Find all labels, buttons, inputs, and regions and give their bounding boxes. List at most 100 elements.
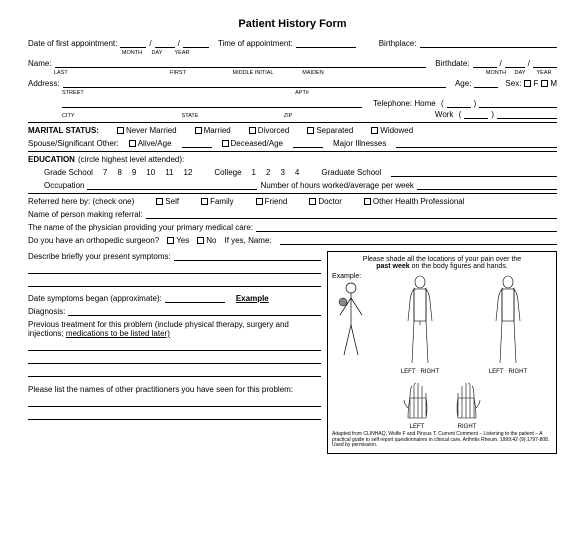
ref-doctor[interactable]: Doctor — [309, 197, 342, 206]
marital-divorced[interactable]: Divorced — [249, 126, 290, 135]
symptoms-line3[interactable] — [28, 277, 321, 287]
ortho-label: Do you have an orthopedic surgeon? — [28, 236, 159, 245]
row-diagnosis: Diagnosis: — [28, 306, 321, 316]
time-field[interactable] — [296, 38, 356, 48]
date-began-field[interactable] — [165, 293, 225, 303]
ortho-yes[interactable]: Yes — [167, 236, 189, 245]
ref-family[interactable]: Family — [201, 197, 234, 206]
physician-field[interactable] — [256, 222, 557, 232]
ref-self[interactable]: Self — [156, 197, 179, 206]
referral-name-label: Name of person making referral: — [28, 210, 143, 219]
day-sublabel: DAY — [146, 50, 168, 56]
row-date-sublabels: MONTH DAY YEAR — [28, 50, 557, 56]
date-first-appt-label: Date of first appointment: — [28, 39, 117, 48]
other-pract-line1[interactable] — [28, 397, 321, 407]
month-field[interactable] — [120, 38, 146, 48]
spouse-deceased[interactable]: Deceased/Age — [222, 139, 283, 148]
prev-treat-line2[interactable] — [28, 354, 321, 364]
prev-treat-line1[interactable] — [28, 341, 321, 351]
c3[interactable]: 3 — [280, 168, 284, 177]
ref-other[interactable]: Other Health Professional — [364, 197, 465, 206]
gradschool-field[interactable] — [391, 167, 557, 177]
marital-heading: MARITAL STATUS: — [28, 126, 99, 135]
row-address-sublabels: STREET APT# — [28, 90, 557, 96]
row-referral-name: Name of person making referral: — [28, 209, 557, 219]
city-sublabel: CITY — [62, 113, 122, 119]
g7[interactable]: 7 — [103, 168, 107, 177]
date-began-label: Date symptoms began (approximate): — [28, 294, 162, 303]
spouse-alive[interactable]: Alive/Age — [129, 139, 172, 148]
g11[interactable]: 11 — [165, 168, 173, 177]
body-back[interactable]: LEFT RIGHT — [487, 273, 529, 375]
tel-home-field[interactable] — [479, 98, 557, 108]
row-city-tel: Telephone: Home () — [28, 98, 557, 108]
year-field[interactable] — [183, 38, 209, 48]
row-grade: Grade School 7 8 9 10 11 12 College 1 2 … — [28, 167, 557, 177]
bd-month-sub: MONTH — [483, 70, 509, 76]
ortho-no[interactable]: No — [197, 236, 216, 245]
symptoms-line2[interactable] — [28, 264, 321, 274]
g12[interactable]: 12 — [184, 168, 193, 177]
last-sublabel: LAST — [54, 70, 138, 76]
referral-name-field[interactable] — [146, 209, 557, 219]
bd-day[interactable] — [505, 58, 525, 68]
mi-sublabel: MIDDLE INITIAL — [218, 70, 288, 76]
sex-label: Sex: — [505, 79, 521, 88]
row-education: EDUCATION (circle highest level attended… — [28, 151, 557, 164]
alive-age-field[interactable] — [182, 138, 212, 148]
other-pract-line2[interactable] — [28, 410, 321, 420]
occupation-field[interactable] — [87, 180, 257, 190]
first-sublabel: FIRST — [138, 70, 218, 76]
tel-home-area[interactable] — [447, 98, 471, 108]
sex-f[interactable]: F — [524, 79, 538, 88]
year-sublabel: YEAR — [168, 50, 196, 56]
g9[interactable]: 9 — [132, 168, 136, 177]
marital-widowed[interactable]: Widowed — [371, 126, 413, 135]
marital-separated[interactable]: Separated — [307, 126, 353, 135]
hand-right[interactable]: RIGHT — [446, 378, 488, 430]
marital-never[interactable]: Never Married — [117, 126, 177, 135]
city-state-zip-field[interactable] — [62, 98, 362, 108]
name-field[interactable] — [55, 58, 427, 68]
prev-treat-line3[interactable] — [28, 367, 321, 377]
sex-m[interactable]: M — [541, 79, 557, 88]
tel-work-field[interactable] — [497, 109, 557, 119]
time-appt-label: Time of appointment: — [218, 39, 293, 48]
address-field[interactable] — [63, 78, 446, 88]
row-name-sublabels: LAST FIRST MIDDLE INITIAL MAIDEN MONTH D… — [28, 70, 557, 76]
c2[interactable]: 2 — [266, 168, 270, 177]
tel-work-area[interactable] — [464, 109, 488, 119]
hours-field[interactable] — [417, 180, 557, 190]
spouse-label: Spouse/Significant Other: — [28, 139, 119, 148]
symptoms-label: Describe briefly your present symptoms: — [28, 252, 171, 261]
row-ortho: Do you have an orthopedic surgeon? Yes N… — [28, 235, 557, 245]
other-pract-text: Please list the names of other practitio… — [28, 385, 321, 394]
row-occupation: Occupation Number of hours worked/averag… — [28, 180, 557, 190]
row-address: Address: Age: Sex: F M — [28, 78, 557, 88]
body-front[interactable]: LEFT RIGHT — [399, 273, 441, 375]
name-label: Name: — [28, 59, 52, 68]
day-field[interactable] — [155, 38, 175, 48]
ortho-name-field[interactable] — [280, 235, 557, 245]
diagnosis-field[interactable] — [68, 306, 321, 316]
apt-sublabel: APT# — [262, 90, 342, 96]
deceased-age-field[interactable] — [293, 138, 323, 148]
c1[interactable]: 1 — [252, 168, 256, 177]
row-date-began: Date symptoms began (approximate): Examp… — [28, 293, 321, 303]
c4[interactable]: 4 — [295, 168, 299, 177]
symptoms-field[interactable] — [174, 251, 321, 261]
birthplace-field[interactable] — [420, 38, 557, 48]
ref-friend[interactable]: Friend — [256, 197, 288, 206]
age-field[interactable] — [474, 78, 498, 88]
hand-left[interactable]: LEFT — [396, 378, 438, 430]
marital-married[interactable]: Married — [195, 126, 231, 135]
g8[interactable]: 8 — [117, 168, 121, 177]
row-referred: Referred here by: (check one) Self Famil… — [28, 193, 557, 206]
prev-treat-text: Previous treatment for this problem (inc… — [28, 320, 321, 338]
g10[interactable]: 10 — [146, 168, 155, 177]
illness-field[interactable] — [396, 138, 557, 148]
month-sublabel: MONTH — [118, 50, 146, 56]
row-spouse: Spouse/Significant Other: Alive/Age Dece… — [28, 138, 557, 148]
bd-month[interactable] — [473, 58, 497, 68]
bd-year[interactable] — [533, 58, 557, 68]
